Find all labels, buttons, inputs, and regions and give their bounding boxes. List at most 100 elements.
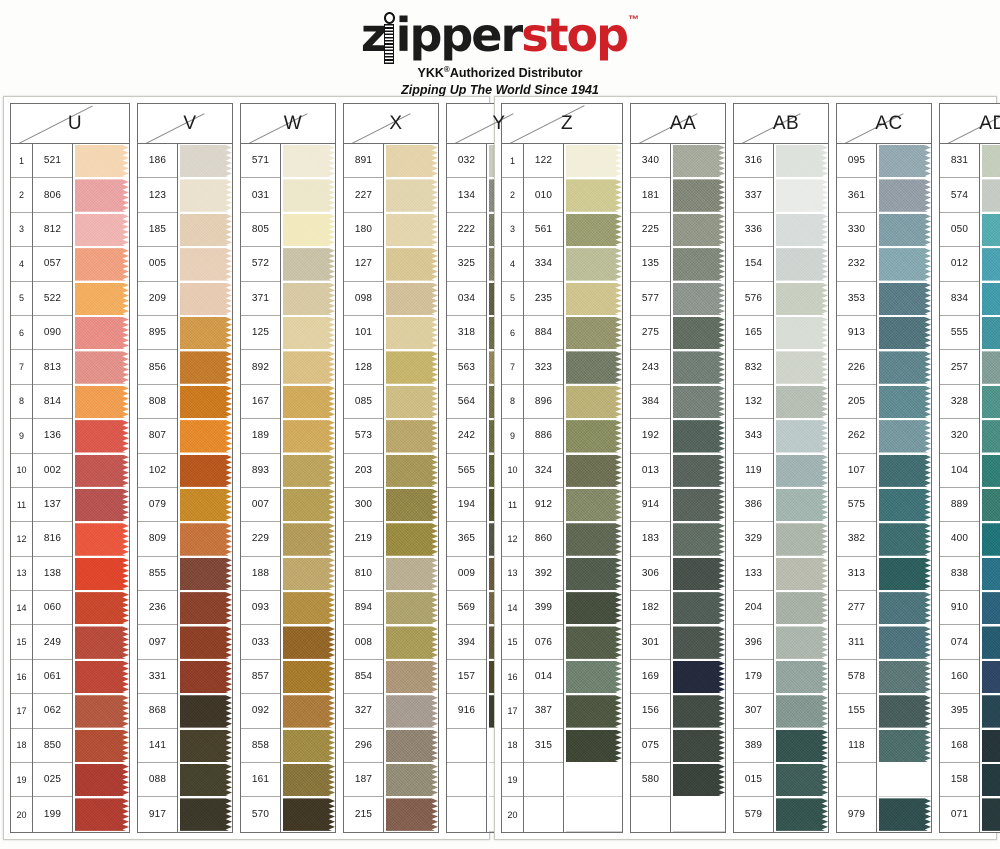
color-swatch[interactable] <box>982 315 1000 351</box>
color-code-cell[interactable]: 854 <box>344 659 383 695</box>
color-swatch[interactable] <box>982 487 1000 523</box>
color-code-cell[interactable]: 329 <box>734 522 773 557</box>
color-swatch[interactable] <box>180 453 232 488</box>
color-code-cell[interactable]: 104 <box>940 453 979 488</box>
color-code-cell[interactable]: 886 <box>524 419 563 454</box>
color-code-cell[interactable]: 242 <box>447 419 486 454</box>
color-swatch[interactable] <box>386 625 438 660</box>
color-swatch[interactable] <box>283 556 335 592</box>
color-code-cell[interactable]: 296 <box>344 728 383 764</box>
color-swatch[interactable] <box>180 384 232 420</box>
color-code-cell[interactable]: 062 <box>33 694 72 729</box>
color-code-cell[interactable]: 169 <box>631 659 670 695</box>
color-swatch[interactable] <box>566 315 622 351</box>
color-code-cell[interactable]: 033 <box>241 625 280 660</box>
color-code-cell[interactable]: 400 <box>940 522 979 557</box>
color-code-cell[interactable]: 093 <box>241 591 280 626</box>
color-code-cell[interactable]: 320 <box>940 419 979 454</box>
color-code-cell[interactable]: 010 <box>524 178 563 213</box>
color-code-cell[interactable]: 979 <box>837 797 876 832</box>
color-code-cell[interactable]: 813 <box>33 350 72 385</box>
color-code-cell[interactable]: 031 <box>241 178 280 213</box>
color-code-cell[interactable]: 392 <box>524 556 563 592</box>
color-code-cell[interactable]: 334 <box>524 247 563 282</box>
color-swatch[interactable] <box>75 556 129 592</box>
color-swatch[interactable] <box>75 281 129 316</box>
color-swatch[interactable] <box>776 178 828 213</box>
color-swatch[interactable] <box>673 694 725 729</box>
color-swatch[interactable] <box>180 591 232 626</box>
color-swatch[interactable] <box>776 556 828 592</box>
color-swatch[interactable] <box>673 315 725 351</box>
color-code-cell[interactable]: 119 <box>734 453 773 488</box>
color-swatch[interactable] <box>776 522 828 557</box>
color-swatch[interactable] <box>566 591 622 626</box>
color-swatch[interactable] <box>673 453 725 488</box>
color-swatch[interactable] <box>283 763 335 798</box>
color-code-cell[interactable]: 361 <box>837 178 876 213</box>
color-code-cell[interactable]: 243 <box>631 350 670 385</box>
color-swatch[interactable] <box>776 659 828 695</box>
color-code-cell[interactable]: 161 <box>241 763 280 798</box>
color-code-cell[interactable]: 910 <box>940 591 979 626</box>
color-swatch[interactable] <box>386 763 438 798</box>
color-swatch[interactable] <box>982 144 1000 179</box>
color-swatch[interactable] <box>566 728 622 764</box>
color-code-cell[interactable]: 187 <box>344 763 383 798</box>
color-swatch[interactable] <box>982 659 1000 695</box>
color-code-cell[interactable]: 262 <box>837 419 876 454</box>
color-swatch[interactable] <box>776 591 828 626</box>
color-code-cell[interactable]: 098 <box>344 281 383 316</box>
color-swatch[interactable] <box>283 522 335 557</box>
color-code-cell[interactable]: 205 <box>837 384 876 420</box>
color-swatch[interactable] <box>283 144 335 179</box>
color-code-cell[interactable]: 337 <box>734 178 773 213</box>
color-swatch[interactable] <box>283 797 335 832</box>
color-swatch[interactable] <box>982 178 1000 213</box>
color-code-cell[interactable]: 307 <box>734 694 773 729</box>
color-swatch[interactable] <box>776 247 828 282</box>
color-code-cell[interactable]: 185 <box>138 212 177 248</box>
color-swatch[interactable] <box>982 212 1000 248</box>
color-code-cell[interactable] <box>447 728 486 764</box>
empty-swatch[interactable] <box>673 797 725 832</box>
color-swatch[interactable] <box>386 556 438 592</box>
color-code-cell[interactable]: 013 <box>631 453 670 488</box>
color-swatch[interactable] <box>879 315 931 351</box>
color-swatch[interactable] <box>879 350 931 385</box>
color-swatch[interactable] <box>180 350 232 385</box>
color-code-cell[interactable]: 522 <box>33 281 72 316</box>
color-code-cell[interactable]: 079 <box>138 487 177 523</box>
color-swatch[interactable] <box>879 522 931 557</box>
color-code-cell[interactable]: 060 <box>33 591 72 626</box>
color-code-cell[interactable]: 118 <box>837 728 876 764</box>
color-swatch[interactable] <box>283 315 335 351</box>
color-swatch[interactable] <box>879 281 931 316</box>
color-code-cell[interactable]: 330 <box>837 212 876 248</box>
color-swatch[interactable] <box>982 419 1000 454</box>
color-swatch[interactable] <box>283 487 335 523</box>
color-swatch[interactable] <box>180 694 232 729</box>
color-swatch[interactable] <box>386 144 438 179</box>
color-swatch[interactable] <box>673 144 725 179</box>
color-swatch[interactable] <box>879 728 931 764</box>
color-code-cell[interactable] <box>524 763 563 798</box>
color-swatch[interactable] <box>75 625 129 660</box>
color-swatch[interactable] <box>75 453 129 488</box>
color-code-cell[interactable]: 138 <box>33 556 72 592</box>
color-code-cell[interactable]: 125 <box>241 315 280 351</box>
color-swatch[interactable] <box>673 763 725 798</box>
color-swatch[interactable] <box>673 591 725 626</box>
color-code-cell[interactable]: 832 <box>734 350 773 385</box>
color-code-cell[interactable]: 154 <box>734 247 773 282</box>
color-code-cell[interactable]: 300 <box>344 487 383 523</box>
color-code-cell[interactable]: 158 <box>940 763 979 798</box>
color-code-cell[interactable]: 132 <box>734 384 773 420</box>
color-swatch[interactable] <box>673 522 725 557</box>
color-code-cell[interactable]: 573 <box>344 419 383 454</box>
color-swatch[interactable] <box>283 350 335 385</box>
color-code-cell[interactable]: 914 <box>631 487 670 523</box>
color-code-cell[interactable]: 156 <box>631 694 670 729</box>
color-code-cell[interactable]: 183 <box>631 522 670 557</box>
color-code-cell[interactable]: 343 <box>734 419 773 454</box>
